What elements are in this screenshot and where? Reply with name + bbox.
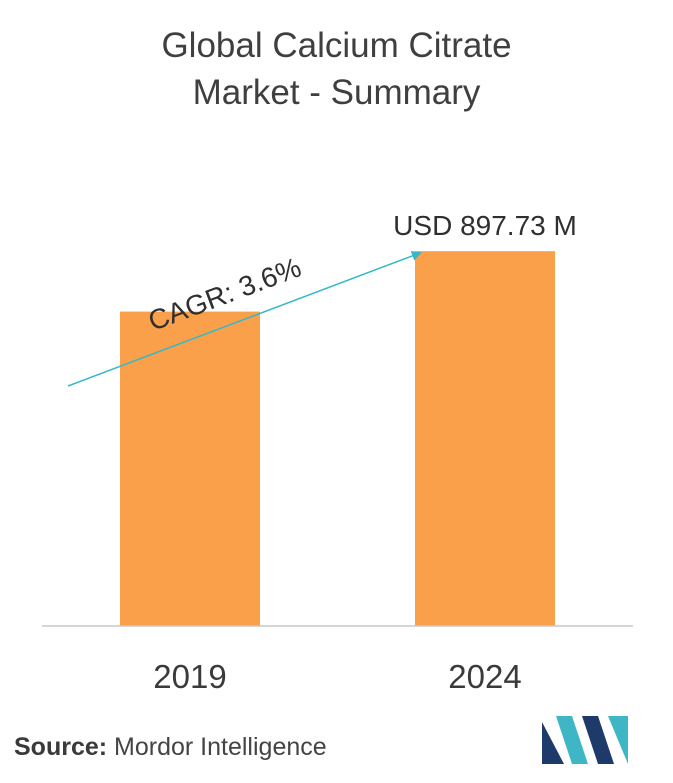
- cagr-arrow: [67, 251, 422, 387]
- bars-layer: [120, 251, 555, 626]
- logo-shape-mid-right: [582, 716, 614, 764]
- x-tick-label-2019: 2019: [153, 658, 226, 695]
- bar-2024: [415, 251, 555, 626]
- data-label-2024: USD 897.73 M: [393, 210, 577, 241]
- source-name: Mordor Intelligence: [114, 733, 327, 761]
- x-tick-label-2024: 2024: [448, 658, 521, 695]
- chart-title: Global Calcium Citrate Market - Summary: [0, 22, 673, 116]
- bar-2019: [120, 311, 260, 626]
- source-label: Source:: [14, 733, 108, 761]
- source-note: Source: Mordor Intelligence: [14, 733, 327, 762]
- chart-title-line-2: Market - Summary: [192, 73, 481, 112]
- chart-title-line-1: Global Calcium Citrate: [161, 26, 512, 65]
- labels-layer: 2019 2024 USD 897.73 M: [153, 210, 577, 695]
- mordor-logo-icon: [542, 716, 628, 764]
- logo-shape-right: [608, 716, 628, 764]
- logo-shape-left: [542, 722, 564, 764]
- logo-shape-mid-left: [556, 716, 588, 764]
